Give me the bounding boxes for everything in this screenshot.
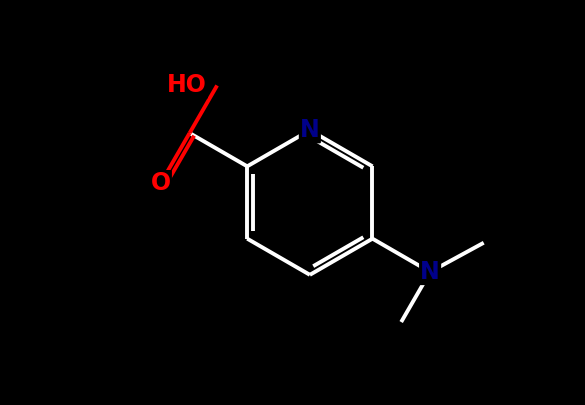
Text: N: N bbox=[300, 118, 320, 142]
Text: HO: HO bbox=[167, 73, 207, 98]
Text: N: N bbox=[420, 260, 440, 284]
Text: O: O bbox=[150, 171, 171, 195]
